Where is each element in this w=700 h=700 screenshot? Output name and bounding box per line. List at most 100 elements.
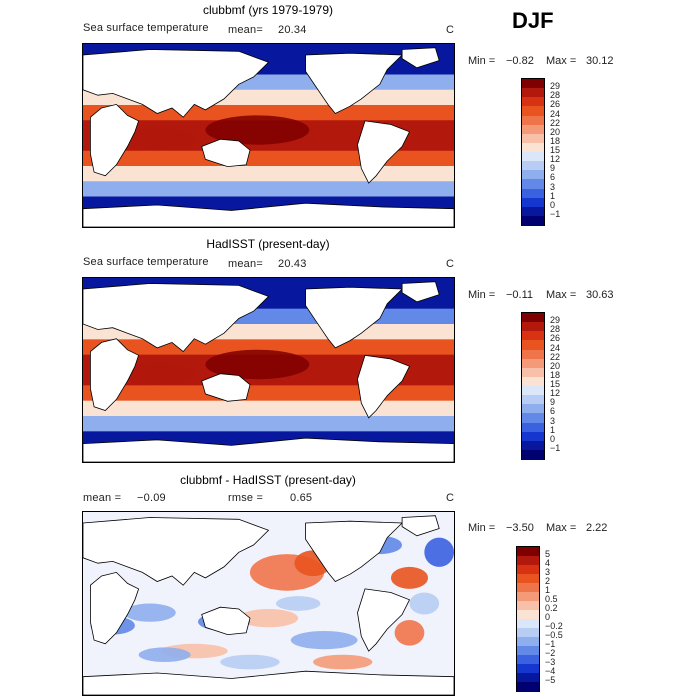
colorbar-swatch bbox=[517, 583, 539, 593]
panel3-mean-label: mean = bbox=[83, 492, 122, 504]
colorbar-swatch bbox=[517, 610, 539, 620]
colorbar-tick-label: 18 bbox=[550, 135, 561, 146]
colorbar-tick-label: 1 bbox=[550, 190, 556, 201]
panel1-map bbox=[82, 43, 455, 228]
continent-outline bbox=[90, 571, 140, 645]
colorbar-tick-label: 29 bbox=[550, 81, 561, 92]
colorbar-swatch bbox=[522, 133, 544, 144]
continent-outline bbox=[201, 373, 251, 402]
colorbar-tick-label: −1 bbox=[550, 442, 561, 453]
colorbar-swatch bbox=[517, 646, 539, 656]
colorbar-tick-label: 28 bbox=[550, 324, 561, 335]
panel2-map bbox=[82, 277, 455, 463]
colorbar-swatch bbox=[522, 376, 544, 387]
colorbar-swatch bbox=[522, 349, 544, 360]
diff-patch bbox=[138, 647, 191, 663]
colorbar-tick-label: 1 bbox=[545, 585, 551, 595]
indian-ocean-warm bbox=[120, 128, 195, 151]
map-0 bbox=[83, 44, 454, 227]
sst-band bbox=[83, 166, 454, 182]
warm-pool bbox=[205, 349, 310, 380]
continent-outline bbox=[305, 520, 404, 582]
continent-outline bbox=[83, 670, 454, 695]
colorbar-swatch bbox=[517, 556, 539, 566]
colorbar-swatch bbox=[522, 115, 544, 126]
colorbar-tick-label: 2 bbox=[545, 576, 551, 586]
panel1-mean-value: 20.34 bbox=[278, 24, 307, 36]
colorbar-tick-label: 12 bbox=[550, 388, 561, 399]
colorbar-tick-label: 9 bbox=[550, 163, 556, 174]
colorbar-swatch bbox=[522, 440, 544, 451]
sst-band bbox=[83, 150, 454, 167]
colorbar-tick-label: 5 bbox=[545, 549, 551, 559]
panel3-mean-value: −0.09 bbox=[137, 492, 166, 504]
sst-band bbox=[83, 400, 454, 417]
colorbar-tick-label: 18 bbox=[550, 369, 561, 380]
colorbar-tick-label: 4 bbox=[545, 558, 551, 568]
colorbar-swatch bbox=[522, 188, 544, 199]
continent-outline bbox=[83, 517, 270, 586]
colorbar-swatch bbox=[517, 574, 539, 584]
panel3-max-value: 2.22 bbox=[586, 522, 608, 534]
colorbar-swatch bbox=[517, 637, 539, 647]
colorbar-swatch bbox=[522, 215, 544, 226]
colorbar-tick-label: 9 bbox=[550, 397, 556, 408]
colorbar-swatch bbox=[517, 682, 539, 692]
colorbar-tick-label: 0 bbox=[550, 433, 556, 444]
diff-patch bbox=[390, 566, 429, 589]
colorbar-swatch bbox=[522, 206, 544, 217]
sst-band bbox=[83, 416, 454, 432]
continent-outline bbox=[83, 49, 270, 118]
colorbar-swatch bbox=[522, 179, 544, 189]
diff-patch bbox=[275, 596, 321, 611]
colorbar-swatch bbox=[522, 97, 544, 107]
panel3-min-value: −3.50 bbox=[506, 522, 534, 534]
panel3-rmse-value: 0.65 bbox=[290, 492, 313, 504]
panel2-mean-label: mean= bbox=[228, 258, 263, 270]
continent-outline bbox=[90, 338, 140, 411]
continent-outline bbox=[90, 103, 140, 177]
panel3-min-label: Min = bbox=[468, 522, 496, 534]
panel1-max-label: Max = bbox=[546, 55, 577, 67]
panel1-colorbar bbox=[521, 78, 545, 226]
panel1-variable: Sea surface temperature bbox=[83, 22, 209, 34]
panel1-mean-label: mean= bbox=[228, 24, 263, 36]
colorbar-tick-label: −1 bbox=[550, 208, 561, 219]
continent-outline bbox=[83, 437, 454, 462]
continent-outline bbox=[357, 120, 411, 184]
colorbar-swatch bbox=[517, 628, 539, 638]
colorbar-tick-label: 3 bbox=[550, 415, 556, 426]
colorbar-tick-label: 24 bbox=[550, 342, 561, 353]
colorbar-tick-label: 0 bbox=[545, 612, 551, 622]
colorbar-tick-label: 0 bbox=[550, 199, 556, 210]
diff-patch bbox=[424, 537, 454, 567]
continent-outline bbox=[357, 354, 411, 419]
colorbar-tick-label: −0.5 bbox=[545, 630, 563, 640]
colorbar-swatch bbox=[522, 404, 544, 414]
diff-patch bbox=[394, 619, 425, 646]
colorbar-tick-label: 3 bbox=[545, 567, 551, 577]
colorbar-tick-label: −1 bbox=[545, 639, 556, 649]
colorbar-tick-label: 22 bbox=[550, 117, 561, 128]
diff-patch bbox=[238, 608, 299, 628]
colorbar-tick-label: 26 bbox=[550, 333, 561, 344]
colorbar-swatch bbox=[522, 322, 544, 332]
panel1-min-value: −0.82 bbox=[506, 55, 534, 67]
sst-band bbox=[83, 181, 454, 197]
panel2-max-value: 30.63 bbox=[586, 289, 614, 301]
colorbar-swatch bbox=[522, 413, 544, 423]
colorbar-swatch bbox=[517, 655, 539, 665]
colorbar-tick-label: −3 bbox=[545, 657, 556, 667]
colorbar-swatch bbox=[517, 592, 539, 602]
map-2 bbox=[83, 512, 454, 695]
panel2-units: C bbox=[446, 258, 455, 270]
colorbar-tick-label: 0.2 bbox=[545, 603, 558, 613]
colorbar-swatch bbox=[522, 142, 544, 153]
colorbar-swatch bbox=[522, 358, 544, 369]
colorbar-swatch bbox=[522, 422, 544, 433]
colorbar-swatch bbox=[522, 79, 544, 89]
colorbar-swatch bbox=[517, 547, 539, 557]
continent-outline bbox=[201, 138, 251, 168]
continent-outline bbox=[83, 283, 270, 353]
diff-patch bbox=[220, 654, 280, 670]
